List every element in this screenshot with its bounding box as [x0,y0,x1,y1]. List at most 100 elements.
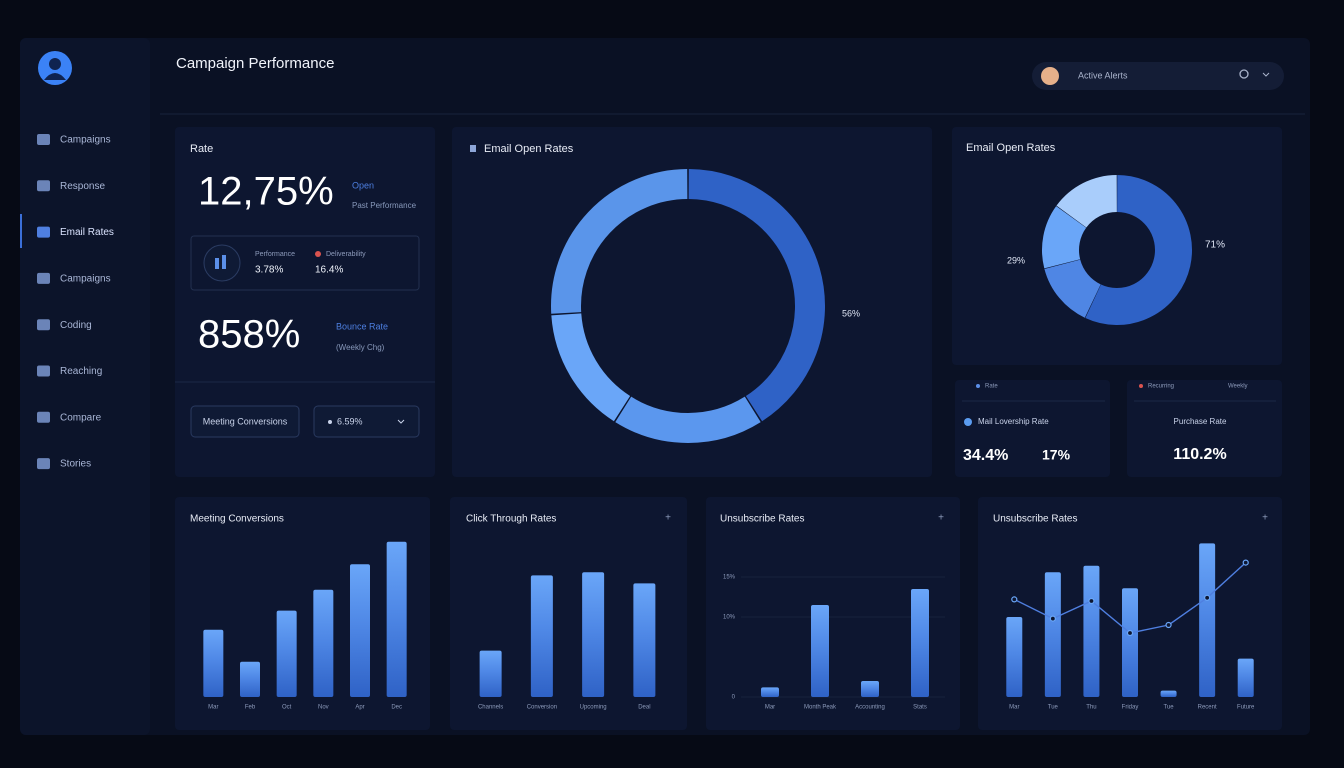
legend-text: Weekly [1228,384,1248,390]
card-title: Rate [190,143,213,155]
x-tick-label: Channels [478,705,503,711]
nav-item[interactable]: Compare [60,412,102,423]
donut-label: 71% [1205,240,1225,251]
donut-segment [551,169,688,314]
donut-label: 29% [1007,255,1025,265]
big-value: 858% [198,313,300,357]
card-title: Email Open Rates [966,142,1056,154]
stat-value: 16.4% [315,265,343,276]
trend-point [1165,621,1172,629]
bar [1083,565,1100,697]
card [706,497,960,730]
card [450,497,687,730]
bar [582,572,605,697]
bar [276,610,297,697]
add-icon[interactable]: + [1262,513,1268,524]
nav-item[interactable]: Reaching [60,366,102,377]
bar [1122,588,1138,697]
stat-value: 110.2% [1173,446,1226,463]
x-tick-label: Conversion [527,705,557,711]
nav-item[interactable]: Stories [60,459,91,470]
button-label[interactable]: Meeting Conversions [203,416,288,426]
nav-item[interactable]: Email Rates [60,227,114,238]
x-tick-label: Feb [245,705,256,711]
x-tick-label: Accounting [855,705,885,711]
x-tick-label: Upcoming [580,705,607,711]
y-tick-label: 15% [723,575,736,581]
dropdown-dot [328,420,332,424]
user-avatar [1041,67,1059,85]
x-tick-label: Stats [913,705,927,711]
card [175,127,435,477]
page-title: Campaign Performance [176,55,334,72]
x-tick-label: Future [1237,705,1255,711]
bar [1006,617,1023,697]
bar [1160,690,1177,697]
card [1127,380,1282,477]
legend-text: Recurring [1148,384,1174,390]
legend-dot [964,418,972,426]
card [955,380,1110,477]
bar [479,650,502,697]
title-icon [470,145,476,152]
dropdown-label[interactable]: 6.59% [337,416,363,426]
card [952,127,1282,365]
stat-value: 3.78% [255,265,283,276]
bar [911,589,929,697]
x-tick-label: Mar [208,705,218,711]
avatar-head [49,58,61,70]
button[interactable] [190,405,300,438]
bar [240,661,260,697]
bar [811,605,829,697]
add-icon[interactable]: + [938,513,944,524]
chevron [1262,72,1270,77]
legend-text: Rate [985,384,998,390]
card-title: Email Open Rates [484,143,574,155]
donut-label: 56% [842,308,860,318]
chart-title: Meeting Conversions [190,514,284,525]
nav-item[interactable]: Response [60,181,105,192]
nav-icon [37,272,50,284]
card [452,127,932,477]
x-tick-label: Nov [318,705,329,711]
trend-point [1088,597,1095,605]
bar [1044,572,1061,697]
nav-icon [37,180,50,192]
donut-segment [615,396,761,443]
add-icon[interactable]: + [665,513,671,524]
x-tick-label: Friday [1122,705,1139,711]
stat-value: 34.4% [963,447,1008,464]
big-value: 12,75% [198,170,334,214]
donut-segment [1085,175,1192,325]
bar [1237,658,1254,697]
trend-point [1049,615,1056,622]
legend-dot [1139,384,1143,388]
chart-title: Click Through Rates [466,514,556,525]
bar [861,681,879,697]
bar [633,583,656,697]
nav-item[interactable]: Campaigns [60,135,111,146]
chart-title: Unsubscribe Rates [720,514,804,525]
status-dot [315,251,321,257]
donut-segment [1056,175,1118,229]
nav-icon [37,458,50,470]
bar [530,575,553,697]
x-tick-label: Mar [1009,705,1019,711]
y-tick-label: 10% [723,615,736,621]
x-tick-label: Apr [355,705,364,711]
sidebar [20,38,150,735]
nav-item[interactable]: Coding [60,320,92,331]
nav-item[interactable]: Campaigns [60,274,111,285]
bar [761,687,779,697]
icon-bar [222,255,226,269]
stat-label: Deliverability [326,251,366,258]
dropdown[interactable] [313,405,420,438]
inner-box [190,235,420,291]
y-tick-label: 0 [732,695,736,701]
x-tick-label: Recent [1198,705,1217,711]
chart-title: Unsubscribe Rates [993,514,1077,525]
x-tick-label: Deal [638,705,650,711]
search-box[interactable] [1032,62,1284,90]
x-tick-label: Tue [1164,705,1175,711]
